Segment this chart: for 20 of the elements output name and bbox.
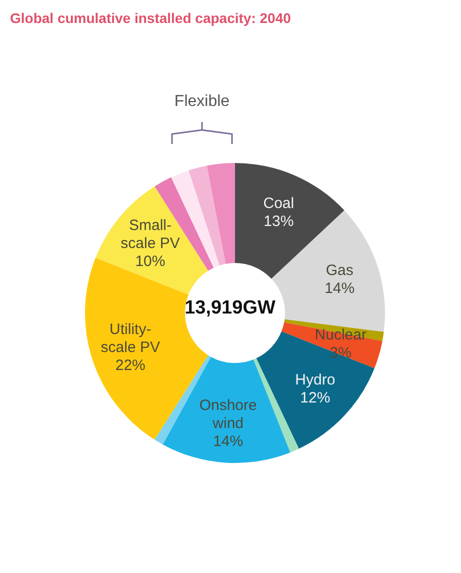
data-label: 10% (135, 252, 166, 270)
slice-label: Utility-scale PV (100, 320, 160, 356)
slice-label: Small-scale PV (120, 216, 180, 252)
data-label: 14% (324, 280, 355, 297)
text: 13,919GW (184, 298, 276, 318)
text: Flexible (174, 93, 230, 110)
data-label: 13% (264, 212, 294, 230)
donut-slice (162, 356, 290, 463)
slice-label: Nuclear (314, 326, 366, 344)
donut-slice (188, 166, 226, 266)
chart-title: Global cumulative installed capacity: 2040 (9, 9, 292, 26)
data-label: 12% (300, 388, 330, 406)
donut-slice (206, 163, 235, 264)
slice-label: Hydro (295, 370, 336, 388)
donut-slice (96, 186, 208, 295)
slice-label: Coal (263, 194, 294, 212)
slice-label: Gas (326, 262, 354, 279)
slice-label: Onshore wind (199, 396, 257, 432)
data-label: 22% (115, 356, 146, 374)
data-label: 14% (213, 432, 244, 450)
